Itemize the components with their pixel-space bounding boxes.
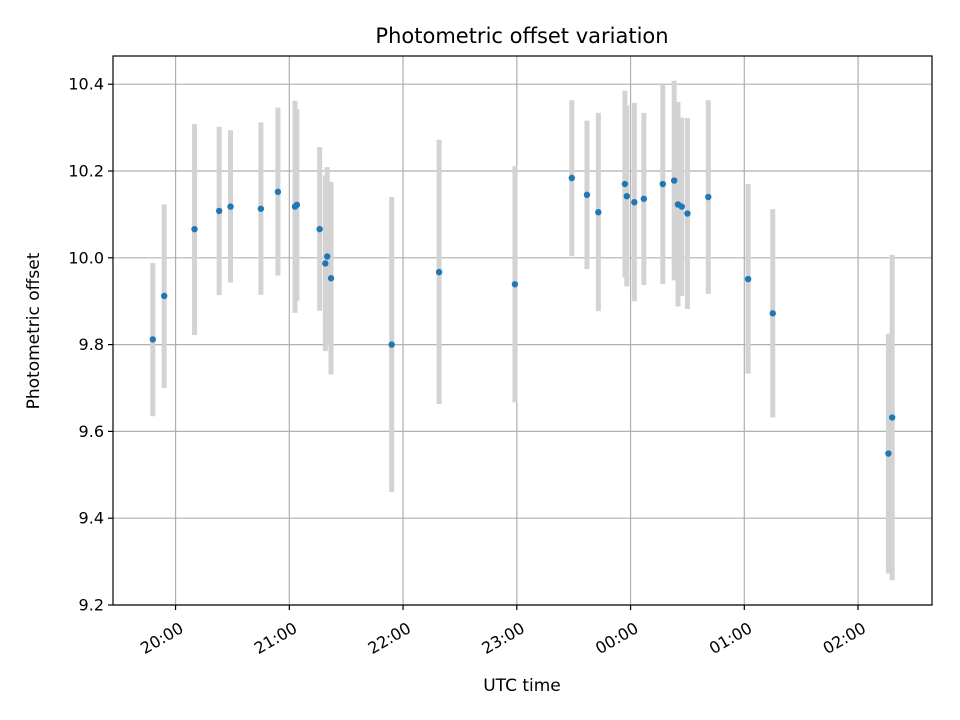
data-point <box>640 195 648 202</box>
data-point <box>623 192 630 200</box>
y-tick-label: 9.8 <box>79 335 104 354</box>
data-point <box>327 275 335 282</box>
data-point <box>149 336 157 343</box>
chart-title: Photometric offset variation <box>375 24 668 48</box>
data-point <box>583 191 591 199</box>
y-axis-label: Photometric offset <box>24 252 44 409</box>
y-tick-label: 10.2 <box>68 162 104 181</box>
data-point <box>631 199 638 206</box>
data-point <box>678 203 685 210</box>
data-point <box>595 209 602 216</box>
data-point <box>227 203 234 210</box>
y-tick-label: 10.4 <box>68 75 104 94</box>
data-point <box>885 450 892 457</box>
data-point <box>388 341 395 348</box>
data-point <box>435 268 443 276</box>
y-axis-ticks: 9.2 9.4 9.6 9.8 10.0 10.2 10.4 <box>68 75 113 615</box>
data-point <box>621 180 629 188</box>
y-tick-label: 9.6 <box>79 422 104 441</box>
y-tick-label: 10.0 <box>68 248 104 267</box>
data-point <box>568 174 575 182</box>
data-point <box>769 310 776 317</box>
y-tick-label: 9.2 <box>79 596 104 615</box>
grid <box>113 56 932 606</box>
data-point <box>324 253 331 260</box>
data-point <box>322 260 329 267</box>
data-point <box>888 414 896 421</box>
plot-area-frame <box>112 55 933 606</box>
data-point <box>511 281 519 288</box>
data-markers <box>149 174 896 457</box>
data-point <box>744 275 752 283</box>
data-point <box>160 292 168 300</box>
data-point <box>293 201 301 209</box>
data-point <box>316 225 323 233</box>
data-point <box>191 225 198 233</box>
data-point <box>684 210 691 217</box>
data-point <box>257 205 265 212</box>
y-tick-label: 9.4 <box>79 509 104 528</box>
data-point <box>215 207 223 215</box>
data-point <box>274 188 282 196</box>
data-point <box>670 177 678 184</box>
data-point <box>705 193 712 201</box>
x-axis-label: UTC time <box>483 676 561 696</box>
data-point <box>659 180 666 188</box>
